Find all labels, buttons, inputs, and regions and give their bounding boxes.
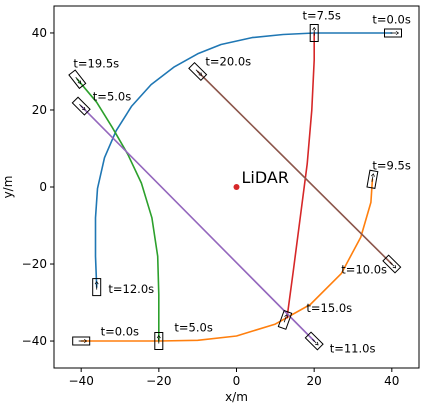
center-point-group: LiDAR xyxy=(233,168,289,190)
y-tick-label: −20 xyxy=(22,257,47,271)
series-line-3 xyxy=(76,78,160,342)
vehicle-box-8 xyxy=(92,278,102,297)
y-tick-label: 40 xyxy=(32,26,47,40)
time-annotation-3: t=20.0s xyxy=(205,55,251,69)
time-annotation-7: t=10.0s xyxy=(341,263,387,277)
series-group xyxy=(76,32,393,342)
time-annotation-2: t=7.5s xyxy=(303,9,341,23)
vehicle-box-4 xyxy=(68,69,87,90)
vehicle-box-7 xyxy=(382,254,402,274)
x-tick-label: 20 xyxy=(307,374,322,388)
vehicle-box-1 xyxy=(384,28,402,38)
series-line-2 xyxy=(80,178,374,342)
time-annotation-6: t=9.5s xyxy=(372,159,410,173)
time-annotation-1: t=0.0s xyxy=(372,12,410,26)
x-axis-ticks: −40 −20 0 20 40 xyxy=(69,368,399,388)
time-annotation-4: t=19.5s xyxy=(73,57,119,71)
series-line-5 xyxy=(80,105,316,342)
time-annotation-5: t=5.0s xyxy=(93,89,131,103)
time-annotation-12: t=11.0s xyxy=(330,342,376,356)
series-line-1 xyxy=(94,32,393,288)
y-tick-label: −40 xyxy=(22,334,47,348)
x-tick-label: 0 xyxy=(233,374,241,388)
vehicle-box-6 xyxy=(366,169,379,189)
x-tick-label: −40 xyxy=(69,374,94,388)
vehicle-box-11 xyxy=(72,336,91,346)
series-line-6 xyxy=(196,70,393,265)
time-annotation-10: t=5.0s xyxy=(174,320,212,334)
vehicle-box-2 xyxy=(309,24,319,42)
time-annotation-9: t=15.0s xyxy=(306,301,352,315)
vehicle-box-3 xyxy=(188,61,208,82)
y-axis-label: y/m xyxy=(1,176,15,199)
vehicle-box-5 xyxy=(71,96,91,116)
lidar-label: LiDAR xyxy=(242,168,289,187)
vehicle-box-12 xyxy=(304,331,324,351)
y-axis-ticks: −40 −20 0 20 40 xyxy=(22,26,54,348)
vehicle-box-9 xyxy=(277,309,293,330)
x-axis-label: x/m xyxy=(225,390,248,404)
x-tick-label: 40 xyxy=(384,374,399,388)
marker-group xyxy=(68,24,402,351)
y-tick-label: 0 xyxy=(39,180,47,194)
y-tick-label: 20 xyxy=(32,103,47,117)
time-annotation-8: t=12.0s xyxy=(108,282,154,296)
series-line-4 xyxy=(286,32,316,319)
lidar-point xyxy=(233,184,240,190)
time-annotation-11: t=0.0s xyxy=(101,324,139,338)
annotation-group: t=0.0s t=7.5s t=20.0s t=19.5s t=5.0s t=9.5s t=… xyxy=(73,9,410,356)
x-tick-label: −20 xyxy=(146,374,171,388)
vehicle-box-10 xyxy=(154,332,164,350)
